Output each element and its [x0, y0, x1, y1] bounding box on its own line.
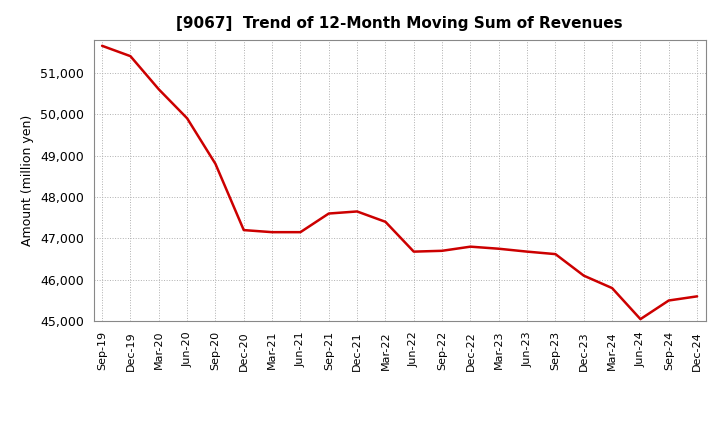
Title: [9067]  Trend of 12-Month Moving Sum of Revenues: [9067] Trend of 12-Month Moving Sum of R…	[176, 16, 623, 32]
Y-axis label: Amount (million yen): Amount (million yen)	[22, 115, 35, 246]
